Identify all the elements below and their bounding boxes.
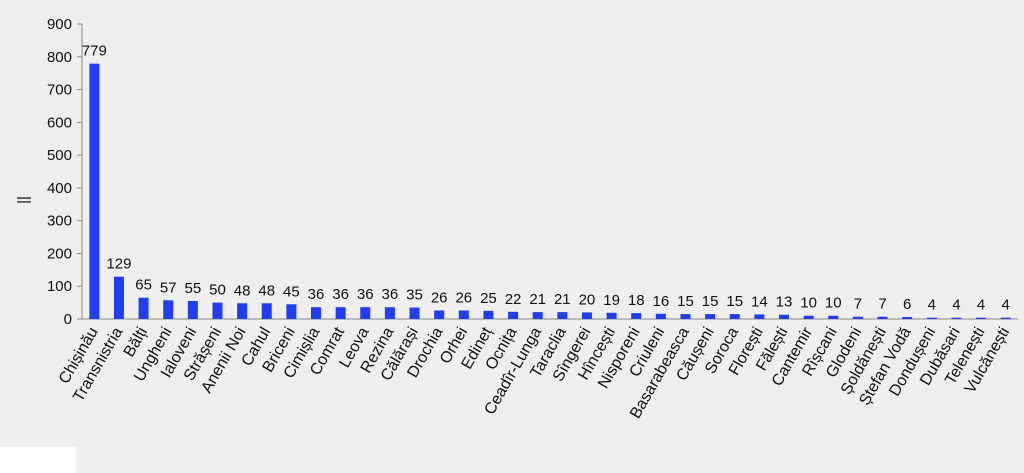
value-label: 779 — [82, 43, 107, 60]
y-tick-label: 500 — [47, 147, 72, 164]
bar — [557, 312, 568, 319]
y-tick-label: 700 — [47, 82, 72, 99]
value-label: 45 — [283, 283, 300, 300]
bar — [237, 303, 248, 319]
bar — [286, 304, 297, 319]
value-label: 20 — [579, 291, 596, 308]
y-tick-label: 900 — [47, 16, 72, 33]
bar — [434, 310, 445, 319]
bar — [113, 276, 124, 319]
value-label: 26 — [431, 289, 448, 306]
bar — [803, 315, 814, 319]
value-label: 13 — [776, 294, 793, 311]
bar — [779, 314, 789, 319]
value-label: 57 — [160, 279, 177, 296]
bar — [508, 311, 519, 319]
bar — [409, 307, 420, 319]
value-label: 10 — [825, 295, 842, 312]
bar — [163, 300, 174, 319]
bar — [1000, 317, 1011, 319]
bar — [261, 303, 272, 319]
bar — [606, 312, 617, 319]
value-label: 48 — [234, 282, 251, 299]
value-label: 36 — [382, 286, 399, 303]
bar — [951, 317, 962, 319]
blank-box — [0, 447, 76, 473]
bar — [532, 312, 543, 319]
value-label: 36 — [308, 286, 325, 303]
bar — [360, 307, 371, 319]
value-label: 36 — [332, 286, 349, 303]
value-label: 21 — [529, 291, 546, 308]
y-tick-label: 600 — [47, 114, 72, 131]
bar — [311, 307, 321, 319]
bar — [187, 300, 198, 319]
y-tick-label: 0 — [64, 311, 72, 328]
value-label: 14 — [751, 293, 768, 310]
value-label: 26 — [455, 289, 472, 306]
bar — [828, 315, 839, 319]
y-tick-label: 800 — [47, 49, 72, 66]
value-label: 7 — [878, 296, 886, 313]
value-label: 10 — [800, 295, 817, 312]
value-label: 7 — [854, 296, 862, 313]
bar — [729, 314, 740, 319]
y-tick-label: 300 — [47, 213, 72, 230]
value-label: 25 — [480, 290, 497, 307]
bar — [705, 314, 716, 319]
bar — [458, 310, 469, 319]
bar — [631, 313, 642, 319]
value-label: 22 — [505, 291, 522, 308]
value-label: 55 — [184, 280, 201, 297]
bar — [976, 317, 987, 319]
bar — [680, 314, 691, 319]
bar — [655, 313, 666, 319]
bar — [581, 312, 592, 319]
bar — [926, 317, 937, 319]
value-label: 48 — [258, 282, 275, 299]
value-label: 35 — [406, 287, 423, 304]
value-label: 65 — [135, 277, 152, 294]
value-label: 50 — [209, 282, 226, 299]
value-label: 6 — [903, 296, 911, 313]
value-label: 36 — [357, 286, 374, 303]
value-label: 18 — [628, 292, 645, 309]
value-label: 21 — [554, 291, 571, 308]
y-tick-label: 100 — [47, 278, 72, 295]
bar — [384, 307, 395, 319]
bar — [902, 317, 913, 319]
bar — [89, 63, 100, 320]
y-tick-label: 400 — [47, 180, 72, 197]
bar — [877, 316, 888, 319]
bar — [754, 314, 765, 319]
bar — [852, 316, 863, 319]
value-label: 15 — [677, 293, 694, 310]
value-label: 4 — [952, 297, 960, 314]
bar — [335, 307, 346, 319]
value-label: 15 — [702, 293, 719, 310]
y-tick-label: 200 — [47, 245, 72, 262]
value-label: 4 — [928, 297, 936, 314]
bar — [483, 310, 494, 319]
value-label: 129 — [106, 256, 131, 273]
value-label: 19 — [603, 292, 620, 309]
value-label: 4 — [977, 297, 985, 314]
value-label: 15 — [726, 293, 743, 310]
y-axis-label: || — [15, 196, 32, 204]
bar — [138, 297, 149, 319]
value-label: 16 — [652, 293, 669, 310]
bar — [212, 302, 223, 319]
value-label: 4 — [1002, 297, 1010, 314]
